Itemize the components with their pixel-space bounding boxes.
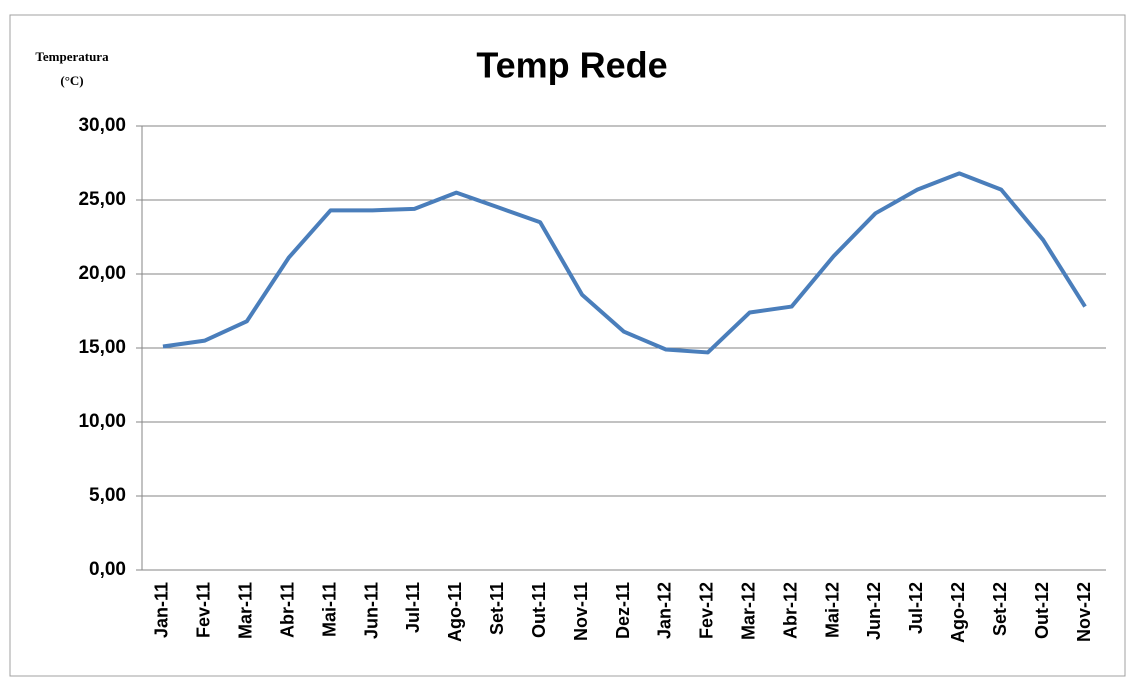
y-tick-label: 5,00 (89, 485, 126, 506)
y-tick-label: 0,00 (89, 559, 126, 580)
x-tick-label: Nov-11 (571, 582, 591, 641)
x-tick-label: Jun-12 (864, 582, 884, 640)
x-tick-label: Jan-11 (152, 582, 172, 638)
y-tick-label: 20,00 (78, 263, 126, 284)
chart-border (9, 14, 1126, 677)
x-tick-label: Nov-12 (1074, 582, 1094, 642)
x-tick-label: Abr-12 (780, 582, 800, 639)
x-tick-label: Dez-11 (613, 582, 633, 639)
y-tick-label: 15,00 (78, 337, 126, 358)
x-tick-label: Jun-11 (361, 582, 381, 639)
x-tick-label: Abr-11 (277, 582, 297, 638)
y-tick-label: 30,00 (78, 115, 126, 136)
y-tick-label: 10,00 (78, 411, 126, 432)
x-tick-label: Mar-12 (738, 582, 758, 640)
x-tick-label: Set-11 (487, 582, 507, 635)
x-tick-label: Out-12 (1032, 582, 1052, 639)
y-axis-label: Temperatura (35, 49, 109, 64)
x-tick-label: Jul-11 (403, 582, 423, 633)
x-tick-label: Fev-11 (194, 582, 214, 638)
x-tick-label: Set-12 (990, 582, 1010, 636)
x-tick-label: Mar-11 (236, 582, 256, 639)
x-tick-label: Jul-12 (906, 582, 926, 634)
chart-title: Temp Rede (476, 45, 667, 86)
x-tick-label: Fev-12 (697, 582, 717, 639)
x-tick-label: Ago-11 (445, 582, 465, 642)
x-tick-label: Mai-11 (319, 582, 339, 637)
data-line (162, 171, 1087, 355)
x-tick-label: Jan-12 (655, 582, 675, 639)
y-axis-label: (°C) (60, 73, 83, 88)
x-tick-label: Mai-12 (822, 582, 842, 638)
x-tick-label: Ago-12 (948, 582, 968, 643)
y-tick-label: 25,00 (78, 189, 126, 210)
x-tick-label: Out-11 (529, 582, 549, 638)
